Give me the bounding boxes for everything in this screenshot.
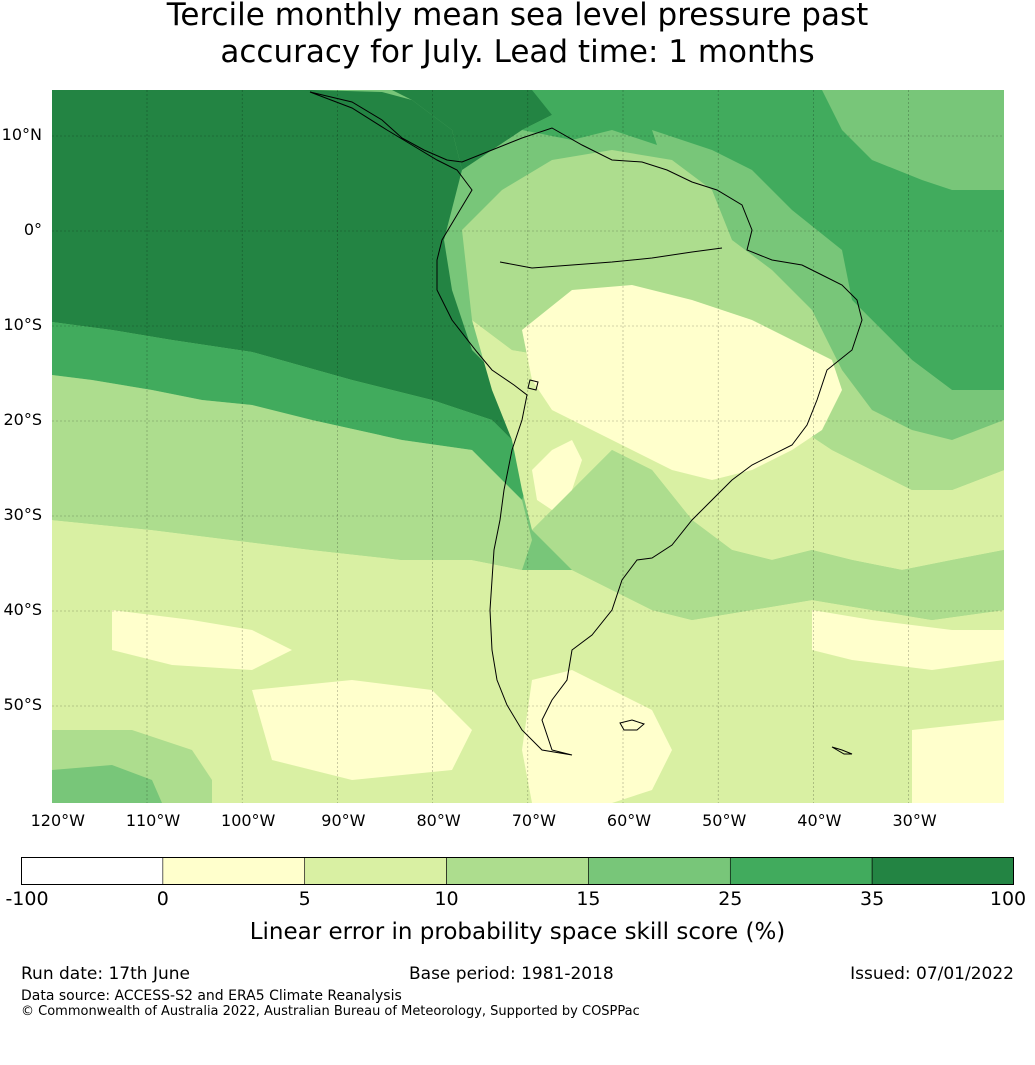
lat-label-3: 20°S: [3, 410, 42, 429]
issued-date: Issued: 07/01/2022: [850, 964, 1014, 984]
colorbar-tick-7: 100: [989, 888, 1027, 910]
coastline-amazon-river: [499, 247, 723, 269]
data-source: Data source: ACCESS-S2 and ERA5 Climate …: [21, 988, 402, 1004]
field-15-25-atlantic: [652, 130, 1004, 440]
field-0-5-brazil: [522, 285, 842, 480]
base-period: Base period: 1981-2018: [409, 964, 614, 984]
colorbar-segment-2: [304, 857, 447, 885]
colorbar-tick-4: 15: [576, 888, 601, 910]
field-0-5-andes: [532, 440, 582, 510]
run-date: Run date: 17th June: [21, 964, 190, 984]
colorbar-tick-2: 5: [298, 888, 311, 910]
colorbar-segment-3: [446, 857, 589, 885]
colorbar-segment-6: [871, 857, 1014, 885]
colorbar-tick-0: -100: [5, 888, 49, 910]
lat-label-0: 10°N: [1, 125, 42, 144]
lon-label-9: 30°W: [892, 811, 937, 830]
lon-label-5: 70°W: [511, 811, 556, 830]
colorbar-tick-1: 0: [156, 888, 169, 910]
colorbar-label: Linear error in probability space skill …: [249, 919, 786, 945]
lon-label-8: 40°W: [797, 811, 842, 830]
lon-label-1: 110°W: [125, 811, 181, 830]
copyright: © Commonwealth of Australia 2022, Austra…: [21, 1004, 640, 1019]
map-svg: [52, 90, 1004, 803]
lat-label-4: 30°S: [3, 505, 42, 524]
field-35-100-caribbean: [392, 90, 552, 170]
lat-label-2: 10°S: [3, 315, 42, 334]
title-line-1: Tercile monthly mean sea level pressure …: [166, 0, 869, 33]
map-title: Tercile monthly mean sea level pressure …: [0, 0, 1035, 71]
colorbar-segment-0: [21, 857, 164, 885]
coastline-lake-titicaca: [527, 379, 539, 391]
lat-label-1: 0°: [23, 220, 42, 239]
coastline-falklands: [619, 719, 645, 731]
colorbar-segment-4: [588, 857, 731, 885]
colorbar-tick-5: 25: [718, 888, 743, 910]
skill-map: [52, 90, 1004, 803]
colorbar-segment-5: [729, 857, 873, 885]
lon-label-2: 100°W: [221, 811, 276, 830]
coastline-south-america: [309, 91, 863, 756]
lon-label-6: 60°W: [606, 811, 652, 830]
colorbar-tick-3: 10: [434, 888, 459, 910]
colorbar-segment-1: [162, 857, 306, 885]
lon-label-7: 50°W: [702, 811, 747, 830]
lon-label-3: 90°W: [321, 811, 366, 830]
field-0-5-south-pacific: [112, 610, 292, 670]
field-35-100-pacific: [52, 90, 527, 450]
field-25-35-south-pacific: [52, 322, 532, 500]
field-0-5-southeast: [912, 720, 1004, 803]
colorbar-outline: [21, 857, 1014, 885]
field-15-25-southwest-corner: [52, 765, 162, 803]
field-0-5-south-atlantic: [812, 610, 1004, 670]
colorbar-tick-6: 35: [860, 888, 885, 910]
field-10-15-south: [52, 375, 532, 570]
field-25-35-north-caribbean: [522, 90, 612, 140]
field-10-15-argentina: [532, 450, 1004, 620]
lat-label-5: 40°S: [3, 600, 42, 619]
title-line-2: accuracy for July. Lead time: 1 months: [220, 34, 815, 70]
lat-label-6: 50°S: [3, 695, 42, 714]
colorbar: [21, 857, 1014, 885]
coastline-south-georgia: [831, 746, 853, 755]
colorbar-segments: [21, 857, 1014, 885]
lon-label-4: 80°W: [416, 811, 461, 830]
field-0-5-southwest: [252, 680, 472, 780]
field-0-5-patagonia: [522, 670, 672, 803]
lon-label-0: 120°W: [30, 811, 85, 830]
